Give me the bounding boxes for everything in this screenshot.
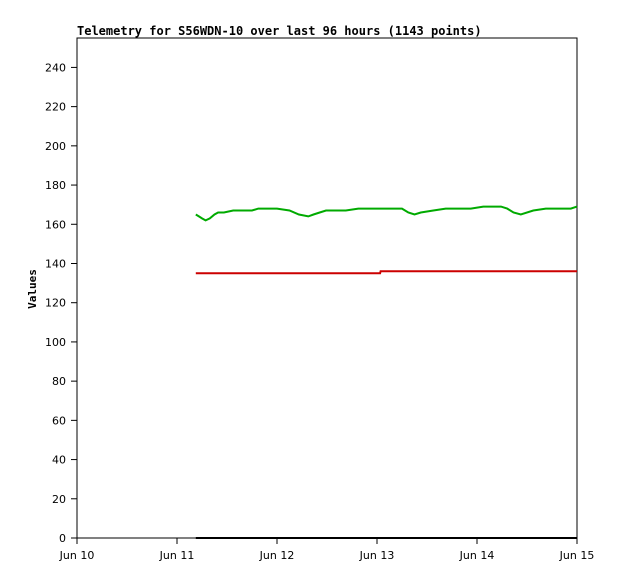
y-tick-label: 60 [52, 414, 66, 427]
x-tick-label: Jun 11 [159, 549, 195, 562]
y-tick-label: 120 [45, 297, 66, 310]
y-axis-label: Values [26, 269, 39, 309]
series-line-0 [195, 205, 578, 222]
y-tick-label: 20 [52, 493, 66, 506]
y-axis: 0 20 40 60 80 100 120 140 160 180 200 220 240 [45, 61, 77, 545]
x-tick-label: Jun 10 [59, 549, 95, 562]
x-axis: Jun 10 Jun 11 Jun 12 Jun 13 Jun 14 Jun 15 [59, 538, 595, 562]
y-tick-label: 140 [45, 257, 66, 270]
x-tick-label: Jun 13 [359, 549, 395, 562]
y-tick-label: 40 [52, 454, 66, 467]
x-tick-label: Jun 14 [459, 549, 495, 562]
series-line-1 [195, 270, 577, 275]
y-tick-label: 80 [52, 375, 66, 388]
y-tick-label: 240 [45, 61, 66, 74]
y-tick-label: 200 [45, 140, 66, 153]
y-tick-label: 0 [59, 532, 66, 545]
chart-title: Telemetry for S56WDN-10 over last 96 hou… [77, 24, 482, 38]
plot-frame [76, 37, 578, 539]
x-tick-label: Jun 12 [259, 549, 295, 562]
y-tick-label: 100 [45, 336, 66, 349]
series-group [195, 205, 578, 539]
y-tick-label: 220 [45, 101, 66, 114]
y-tick-label: 160 [45, 218, 66, 231]
y-tick-label: 180 [45, 179, 66, 192]
x-tick-label: Jun 15 [559, 549, 595, 562]
